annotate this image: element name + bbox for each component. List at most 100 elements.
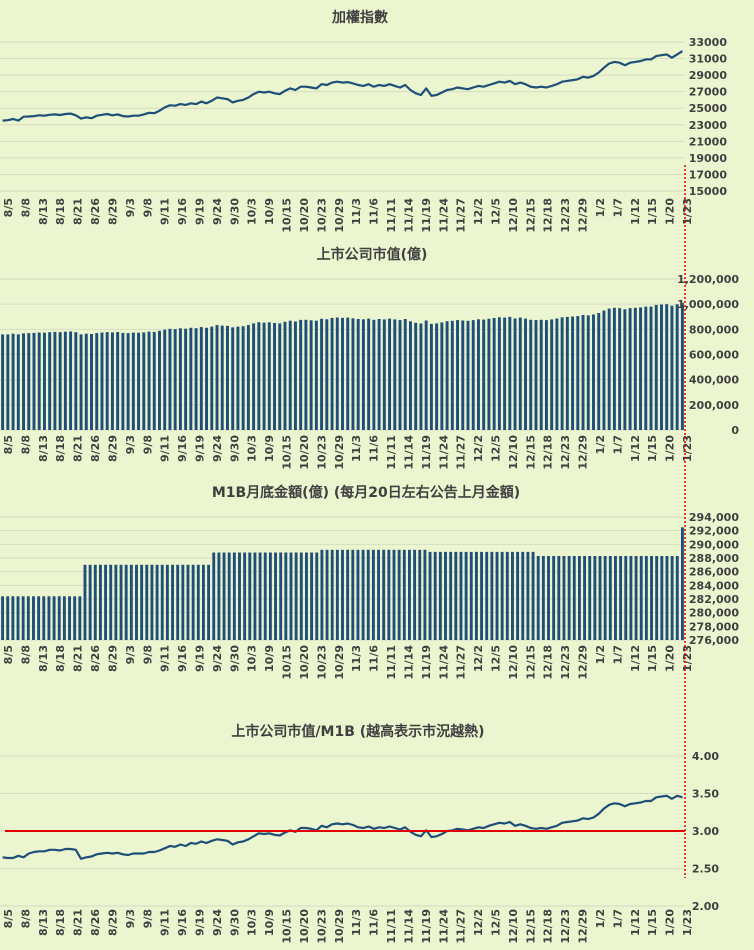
market-cap-bar <box>409 321 412 430</box>
m1b-bar <box>217 552 221 640</box>
taiex-gridlines <box>0 41 685 192</box>
m1b-bar <box>83 564 87 640</box>
market-cap-bar <box>665 304 669 430</box>
ratio-x-tick-label: 8/5 <box>2 909 15 928</box>
m1b-bar <box>346 549 350 640</box>
market-cap-bar <box>22 333 25 430</box>
market-cap-bar <box>110 332 114 430</box>
m1b-bar <box>284 552 288 640</box>
m1b-y-tick-label: 276,000 <box>689 634 739 647</box>
market-cap-bar <box>654 304 658 430</box>
market-cap-bar <box>205 327 209 430</box>
m1b-bar <box>68 596 71 640</box>
m1b-bar <box>408 549 411 640</box>
m1b-bar <box>263 552 267 640</box>
market-cap-bar <box>283 321 287 430</box>
market-cap-bar <box>550 319 554 430</box>
market-cap-bar <box>403 319 407 430</box>
market-cap-bar <box>508 316 512 430</box>
market-cap-bar <box>424 320 428 430</box>
market-cap-bar <box>539 319 543 430</box>
taiex-x-tick-label: 12/5 <box>489 198 502 225</box>
m1b-bar <box>541 556 545 640</box>
ratio-y-axis-labels: 4.00 3.50 3.00 2.50 2.00 <box>692 750 719 913</box>
m1b-bar <box>232 552 236 640</box>
market-cap-bar <box>414 322 418 430</box>
m1b-bar <box>104 564 108 640</box>
market-cap-bar <box>189 327 193 430</box>
market-cap-x-tick-label: 12/18 <box>542 435 555 470</box>
market-cap-bar <box>184 328 188 430</box>
m1b-bar <box>1 596 5 640</box>
market-cap-bar <box>346 317 350 430</box>
m1b-x-tick-label: 8/18 <box>54 645 67 672</box>
m1b-bar <box>88 564 92 640</box>
market_cap-y-tick-label: 1,200,000 <box>677 273 739 286</box>
m1b-bar <box>160 564 164 640</box>
m1b-bar <box>665 556 669 640</box>
market-cap-bar <box>105 332 109 430</box>
taiex-y-tick-label: 15000 <box>689 185 728 198</box>
ratio-x-tick-label: 12/10 <box>507 909 520 944</box>
market-cap-bar <box>137 332 141 430</box>
m1b-bar <box>78 596 82 640</box>
market-cap-bar <box>58 332 62 430</box>
taiex-x-tick-label: 10/20 <box>298 198 311 233</box>
market-cap-bar <box>351 318 355 430</box>
m1b-bar <box>402 549 406 640</box>
m1b-bar <box>140 564 144 640</box>
market-cap-bar <box>372 319 376 430</box>
market-cap-x-tick-label: 12/2 <box>472 435 485 462</box>
taiex-x-tick-label: 8/26 <box>89 198 102 225</box>
market-cap-bar <box>116 332 120 430</box>
taiex-x-tick-label: 12/29 <box>577 198 590 233</box>
m1b-bar <box>335 549 339 640</box>
market-cap-bar <box>74 332 78 430</box>
m1b-bar <box>258 552 262 640</box>
market-cap-x-tick-label: 10/29 <box>333 435 346 470</box>
market-cap-bar <box>660 304 663 430</box>
m1b-bar <box>171 564 174 640</box>
m1b-bar <box>202 564 205 640</box>
m1b-x-tick-label: 10/15 <box>281 645 294 680</box>
market-cap-bar <box>393 319 397 430</box>
taiex-y-tick-label: 25000 <box>689 102 728 115</box>
m1b-bar <box>639 556 643 640</box>
ratio-y-tick-label: 2.00 <box>692 900 719 913</box>
m1b-bar <box>490 551 494 640</box>
taiex-x-tick-label: 1/2 <box>594 198 607 217</box>
market-cap-bar <box>194 328 198 430</box>
ratio-x-tick-label: 9/30 <box>228 909 241 936</box>
market-cap-bar <box>158 330 161 430</box>
m1b-bar <box>531 551 535 640</box>
market-cap-x-tick-label: 1/15 <box>646 435 659 462</box>
taiex-x-axis-labels: 8/5 8/8 8/13 8/18 8/21 8/26 8/29 9/3 9/8 9/11 9/16… <box>2 198 694 233</box>
taiex-y-tick-label: 21000 <box>689 135 728 148</box>
taiex-x-tick-label: 1/7 <box>611 198 624 217</box>
m1b-bar <box>619 556 623 640</box>
market-cap-x-tick-label: 10/9 <box>263 435 276 462</box>
m1b-bar <box>181 564 185 640</box>
market-cap-x-tick-label: 8/8 <box>19 435 32 454</box>
m1b-bar <box>428 551 432 640</box>
m1b-bar <box>655 556 659 640</box>
ratio-x-tick-label: 1/23 <box>681 909 694 936</box>
taiex-x-tick-label: 1/12 <box>629 198 642 225</box>
m1b-bar <box>500 551 504 640</box>
taiex-x-tick-label: 9/19 <box>194 198 207 225</box>
m1b-x-tick-label: 9/30 <box>228 645 241 672</box>
taiex-x-tick-label: 12/18 <box>542 198 555 233</box>
market-cap-bar <box>95 333 99 430</box>
m1b-bar <box>603 556 607 640</box>
market-cap-bar <box>440 322 444 430</box>
m1b-bar <box>248 552 252 640</box>
market-cap-bar <box>53 331 57 430</box>
market-cap-bar <box>147 331 151 430</box>
market_cap-y-tick-label: 0 <box>731 424 739 437</box>
market-cap-x-tick-label: 11/11 <box>385 435 398 470</box>
market_cap-y-tick-label: 1,000,000 <box>677 298 739 311</box>
ratio-x-tick-label: 11/24 <box>437 909 450 944</box>
ratio-x-tick-label: 1/15 <box>646 909 659 936</box>
m1b-x-tick-label: 11/27 <box>455 645 468 680</box>
